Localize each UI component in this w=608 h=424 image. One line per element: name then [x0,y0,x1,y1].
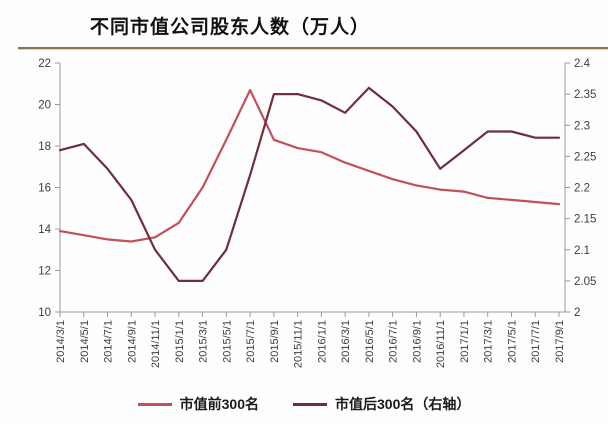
legend-label-front300: 市值前300名 [179,396,259,412]
series-line-rear300 [58,86,561,282]
x-axis-date-label: 2017/7/1 [530,320,542,363]
right-axis-tick-label: 2.1 [574,245,590,257]
legend-label-rear300: 市值后300名（右轴） [335,396,471,412]
left-axis-tick-label: 20 [38,100,51,112]
x-axis-date-label: 2015/11/1 [293,320,305,368]
left-axis-tick-label: 18 [38,141,51,153]
left-axis-tick-label: 14 [38,224,51,236]
x-axis-date-label: 2017/1/1 [459,320,471,363]
x-axis-date-label: 2015/9/1 [269,320,281,363]
x-axis-date-label: 2016/3/1 [340,320,352,363]
title-separator-line [18,47,608,50]
x-axis-date-label: 2016/7/1 [388,320,400,363]
x-axis-date-label: 2014/7/1 [103,320,115,363]
chart-legend: 市值前300名 市值后300名（右轴） [0,391,608,417]
x-axis-date-label: 2016/11/1 [435,320,447,368]
left-axis-tick-label: 22 [38,58,51,70]
x-axis-date-label: 2017/5/1 [506,320,518,363]
x-axis-date-label: 2015/1/1 [174,320,186,363]
chart-title: 不同市值公司股东人数（万人） [90,17,371,38]
right-axis-tick-label: 2.05 [574,276,596,288]
x-axis-date-label: 2017/9/1 [554,320,566,363]
x-axis-date-label: 2015/5/1 [221,320,233,363]
left-axis-tick-label: 10 [38,307,51,319]
x-axis-date-label: 2014/9/1 [126,320,138,363]
x-axis-date-label: 2014/5/1 [79,320,91,363]
front300-line-swatch [137,402,172,406]
legend-item-rear300: 市值后300名（右轴） [293,394,470,414]
left-axis-tick-label: 16 [38,183,51,195]
x-axis-date-label: 2017/3/1 [483,320,495,363]
right-axis-tick-label: 2.3 [574,120,590,132]
series-line-front300 [58,88,561,243]
rear300-line-swatch [293,402,327,406]
x-axis-date-label: 2014/11/1 [150,320,162,368]
right-axis-tick-label: 2.25 [574,151,596,163]
x-axis-date-label: 2016/5/1 [364,320,376,363]
x-axis-date-label: 2016/1/1 [316,320,328,363]
x-axis-date-label: 2016/9/1 [411,320,423,363]
x-axis-date-label: 2014/3/1 [55,320,67,363]
right-axis-tick-label: 2.35 [574,89,596,101]
left-axis-tick-label: 12 [38,266,51,278]
right-axis-tick-label: 2 [574,307,580,319]
x-axis-date-label: 2015/3/1 [198,320,210,363]
right-axis-tick-label: 2.2 [574,183,590,195]
legend-item-front300: 市值前300名 [137,394,259,414]
right-axis-tick-label: 2.15 [574,214,596,226]
right-axis-tick-label: 2.4 [574,58,591,70]
x-axis-date-label: 2015/7/1 [245,320,257,363]
